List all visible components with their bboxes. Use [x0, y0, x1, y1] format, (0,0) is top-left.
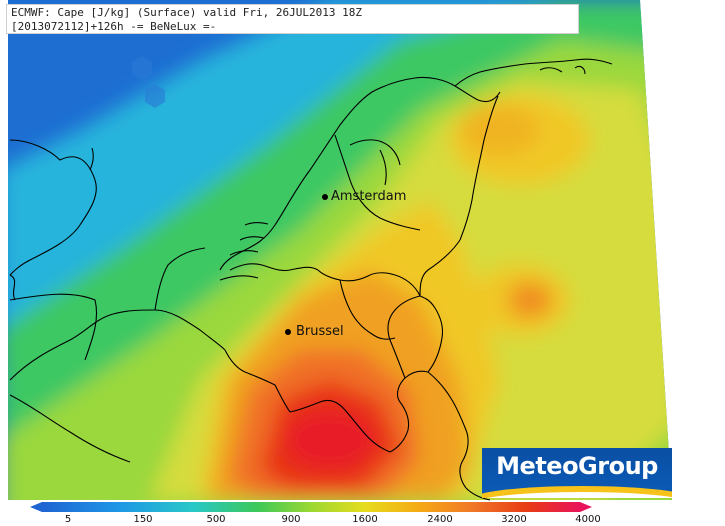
- legend-tick: 3200: [501, 514, 527, 525]
- legend-tick: 4000: [575, 514, 601, 525]
- brussel-marker: [285, 329, 291, 335]
- legend-tick: 1600: [352, 514, 378, 525]
- legend-tick: 150: [133, 514, 153, 525]
- legend-tick: 2400: [427, 514, 453, 525]
- coastline-and-borders: [9, 58, 613, 501]
- logo-text: MeteoGroup: [496, 452, 658, 480]
- color-legend: [30, 502, 592, 512]
- header-title: ECMWF: Cape [J/kg] (Surface) valid Fri, …: [11, 6, 362, 19]
- header-run-info: [2013072112]+126h -= BeNeLux =-: [11, 20, 217, 33]
- map-header: ECMWF: Cape [J/kg] (Surface) valid Fri, …: [6, 4, 579, 34]
- logo-swoosh-white-icon: [482, 492, 672, 498]
- legend-tick: 900: [281, 514, 301, 525]
- brussel-label: Brussel: [296, 324, 344, 339]
- amsterdam-label: Amsterdam: [331, 189, 407, 204]
- amsterdam-marker: [322, 194, 328, 200]
- legend-tick: 500: [206, 514, 226, 525]
- meteogroup-logo: MeteoGroup: [482, 448, 672, 498]
- legend-tick: 5: [64, 514, 72, 525]
